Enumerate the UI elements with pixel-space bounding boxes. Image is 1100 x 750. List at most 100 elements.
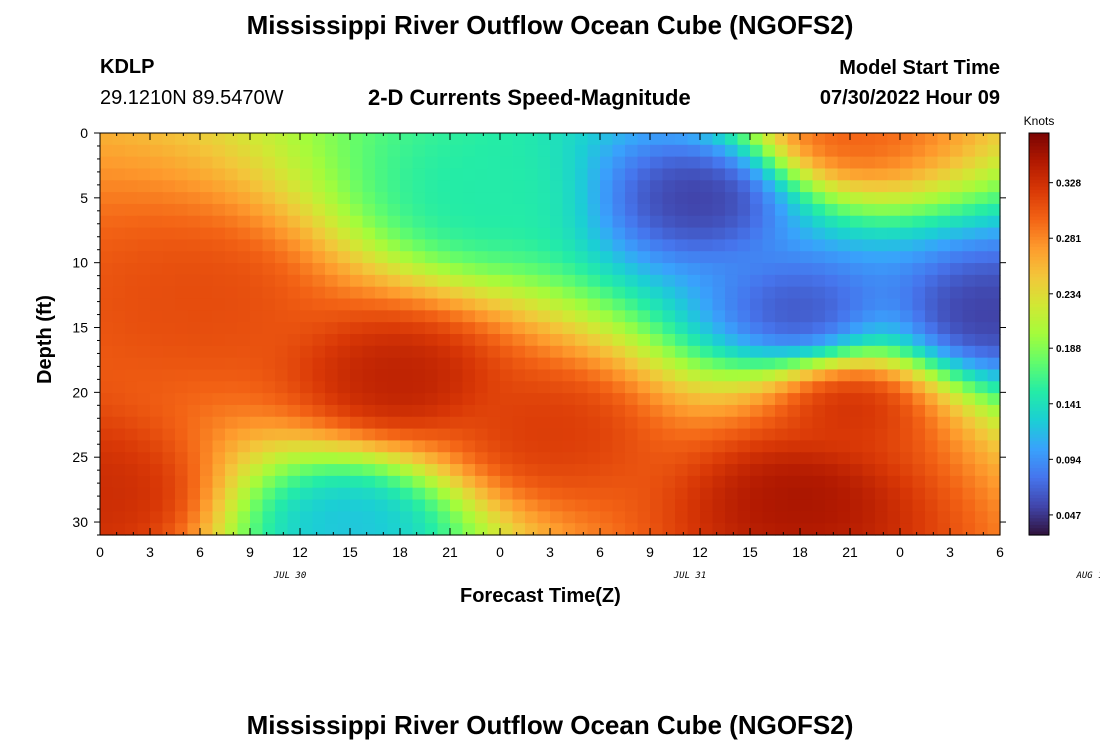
heatmap-cell <box>762 369 776 382</box>
heatmap-cell <box>837 251 851 264</box>
colorbar-segment <box>1029 387 1049 392</box>
heatmap-cell <box>825 393 839 406</box>
heatmap-cell <box>387 416 401 430</box>
heatmap-cell <box>575 393 589 406</box>
colorbar-segment <box>1029 246 1049 251</box>
heatmap-cell <box>400 192 414 205</box>
heatmap-cell <box>612 487 626 501</box>
colorbar-segment <box>1029 344 1049 348</box>
colorbar-segment <box>1029 206 1049 211</box>
heatmap-cell <box>875 322 889 335</box>
heatmap-cell <box>587 180 601 193</box>
heatmap-cell <box>825 215 839 229</box>
heatmap-cell <box>750 156 764 170</box>
heatmap-cell <box>887 180 901 193</box>
heatmap-cell <box>737 464 751 477</box>
heatmap-cell <box>775 357 789 371</box>
x-tick-label: 6 <box>596 544 604 560</box>
heatmap-cell <box>337 487 351 501</box>
heatmap-cell <box>250 322 264 335</box>
heatmap-cell <box>200 393 214 406</box>
heatmap-cell <box>225 227 239 241</box>
heatmap-cell <box>725 192 739 205</box>
heatmap-cell <box>112 523 126 536</box>
heatmap-cell <box>550 310 564 323</box>
heatmap-cell <box>325 345 339 359</box>
heatmap-cell <box>850 475 864 489</box>
colorbar-tick-label: 0.328 <box>1056 179 1081 190</box>
heatmap-cell <box>437 452 451 465</box>
heatmap-cell <box>587 475 601 489</box>
heatmap-cell <box>975 334 989 347</box>
heatmap-cell <box>400 487 414 501</box>
heatmap-cell <box>200 416 214 430</box>
heatmap-cell <box>312 298 326 311</box>
heatmap-cell <box>100 404 114 418</box>
heatmap-cell <box>275 452 289 465</box>
heatmap-cell <box>925 263 939 276</box>
heatmap-cell <box>500 345 514 359</box>
heatmap-cell <box>600 345 614 359</box>
heatmap-cell <box>600 274 614 288</box>
heatmap-cell <box>100 499 114 512</box>
colorbar-segment <box>1029 220 1049 225</box>
heatmap-cell <box>687 511 701 524</box>
heatmap-cell <box>812 345 826 359</box>
heatmap-cell <box>175 263 189 276</box>
heatmap-cell <box>587 393 601 406</box>
colorbar-segment <box>1029 380 1049 385</box>
heatmap-cell <box>525 144 539 158</box>
heatmap-cell <box>650 393 664 406</box>
heatmap-cell <box>612 393 626 406</box>
heatmap-cell <box>912 393 926 406</box>
heatmap-cell <box>275 475 289 489</box>
heatmap-cell <box>587 487 601 501</box>
heatmap-cell <box>812 322 826 335</box>
heatmap-cell <box>350 464 364 477</box>
heatmap-cell <box>525 286 539 300</box>
heatmap-cell <box>225 440 239 453</box>
heatmap-cell <box>100 144 114 158</box>
heatmap-cell <box>337 334 351 347</box>
heatmap-cell <box>150 464 164 477</box>
heatmap-cell <box>187 298 201 311</box>
heatmap-cell <box>837 523 851 536</box>
heatmap-cell <box>750 523 764 536</box>
heatmap-cell <box>787 144 801 158</box>
heatmap-cell <box>937 322 951 335</box>
heatmap-cell <box>787 381 801 394</box>
heatmap-cell <box>925 203 939 217</box>
heatmap-cell <box>825 369 839 382</box>
colorbar-segment <box>1029 397 1049 402</box>
heatmap-cell <box>900 475 914 489</box>
x-tick-label: 0 <box>896 544 904 560</box>
heatmap-cell <box>762 251 776 264</box>
heatmap-cell <box>762 168 776 181</box>
heatmap-cell <box>600 192 614 205</box>
heatmap-cell <box>787 156 801 170</box>
heatmap-cell <box>812 487 826 501</box>
heatmap-cell <box>912 416 926 430</box>
heatmap-cell <box>675 369 689 382</box>
heatmap-cell <box>487 381 501 394</box>
colorbar-segment <box>1029 528 1049 533</box>
heatmap-cell <box>900 404 914 418</box>
heatmap-cell <box>350 393 364 406</box>
heatmap-cell <box>175 180 189 193</box>
heatmap-cell <box>625 263 639 276</box>
heatmap-cell <box>487 274 501 288</box>
heatmap-cell <box>625 286 639 300</box>
heatmap-cell <box>750 227 764 241</box>
heatmap-cell <box>525 475 539 489</box>
heatmap-cell <box>650 263 664 276</box>
heatmap-cell <box>862 239 876 252</box>
heatmap-cell <box>337 251 351 264</box>
heatmap-cell <box>175 192 189 205</box>
heatmap-cell <box>162 499 176 512</box>
heatmap-cell <box>612 180 626 193</box>
heatmap-cell <box>637 239 651 252</box>
heatmap-cell <box>412 511 426 524</box>
heatmap-cell <box>375 180 389 193</box>
heatmap-cell <box>287 369 301 382</box>
heatmap-cell <box>337 475 351 489</box>
